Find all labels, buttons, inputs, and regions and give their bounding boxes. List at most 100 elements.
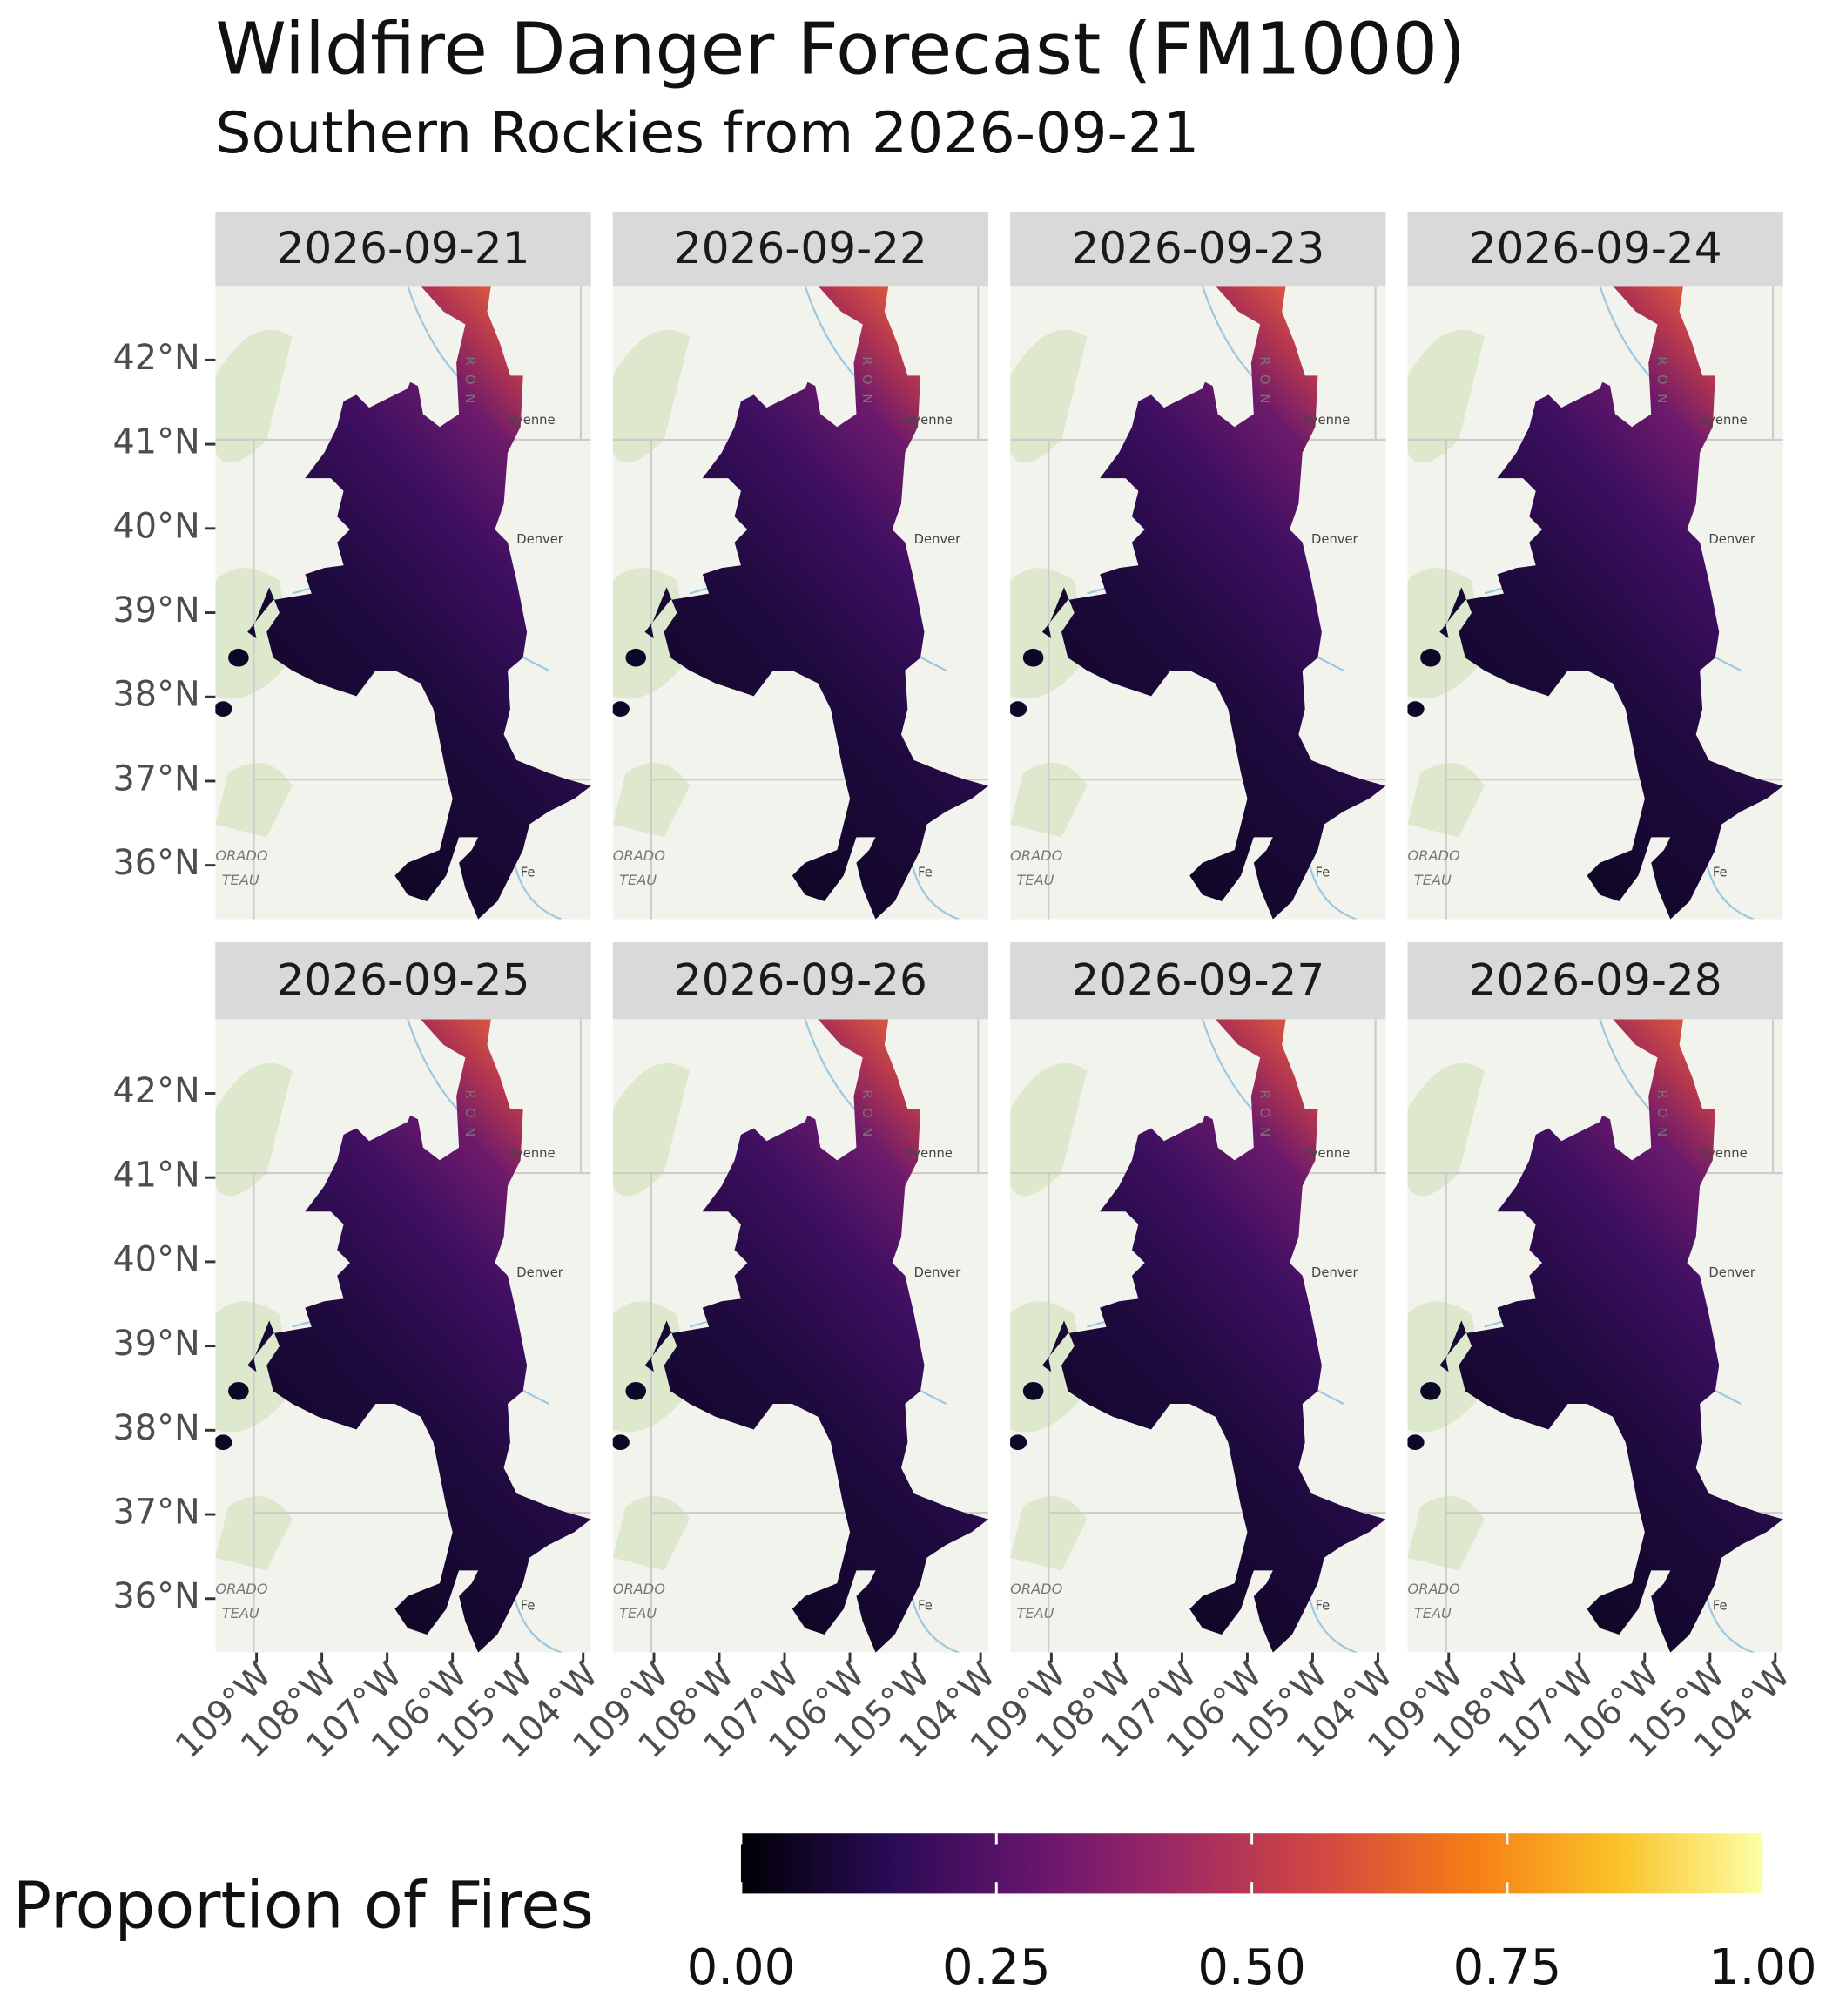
fire-region — [215, 1434, 232, 1451]
fire-region — [1439, 1019, 1783, 1653]
y-tick-label: 40°N — [113, 506, 200, 546]
strip-label: 2026-09-28 — [1469, 955, 1722, 1006]
map-label: ORADO — [613, 847, 666, 864]
fire-region — [1010, 701, 1027, 717]
map-label: Fe — [918, 1599, 933, 1614]
fire-region — [228, 648, 249, 667]
map: Denver eyenne Fe ORADO TEAU R O N — [1010, 1019, 1386, 1653]
map-label: eyenne — [508, 1146, 556, 1161]
map: Denver eyenne Fe ORADO TEAU R O N — [1407, 1019, 1783, 1653]
map-label: R O N — [1654, 356, 1669, 406]
map-label: R O N — [462, 356, 477, 406]
map: Denver eyenne Fe ORADO TEAU R O N — [612, 286, 989, 920]
y-tick-label: 39°N — [113, 1324, 200, 1364]
fire-region — [1407, 701, 1425, 717]
colorbar-label: 0.75 — [1453, 1939, 1562, 1996]
fire-region — [1041, 286, 1386, 920]
fire-region — [1407, 1434, 1425, 1451]
map-label: eyenne — [905, 1146, 953, 1161]
map-label: TEAU — [619, 872, 657, 888]
map-label: Denver — [1311, 1265, 1358, 1280]
fire-region — [612, 1434, 630, 1451]
map-label: Fe — [918, 866, 933, 880]
title: Wildfire Danger Forecast (FM1000) — [215, 7, 1465, 91]
strip — [1407, 942, 1783, 1020]
strip — [1010, 942, 1386, 1020]
map-label: ORADO — [215, 847, 268, 864]
strip — [612, 942, 989, 1020]
map-label: eyenne — [508, 413, 556, 428]
map-label: ORADO — [1407, 847, 1460, 864]
map: Denver eyenne Fe ORADO TEAU R O N — [215, 286, 591, 920]
map-label: R O N — [1257, 356, 1272, 406]
fire-region — [612, 701, 630, 717]
y-tick-label: 41°N — [113, 1156, 200, 1196]
map-label: TEAU — [1414, 1605, 1452, 1622]
y-tick-label: 37°N — [113, 759, 200, 799]
strip — [612, 211, 989, 287]
strip — [215, 211, 591, 287]
y-tick-label: 36°N — [113, 1576, 200, 1616]
map-label: Denver — [516, 1265, 563, 1280]
fire-region — [625, 648, 647, 667]
map-label: eyenne — [905, 413, 953, 428]
strip-label: 2026-09-21 — [277, 223, 530, 273]
subtitle: Southern Rockies from 2026-09-21 — [215, 101, 1199, 166]
fire-region — [625, 1382, 647, 1400]
map: Denver eyenne Fe ORADO TEAU R O N — [215, 1019, 591, 1653]
facet: 2026-09-28 Denver eyenne Fe ORADO TEAU R O N — [1407, 942, 1783, 1653]
map-label: Fe — [1315, 1599, 1330, 1614]
map-label: R O N — [859, 1089, 874, 1139]
map-label: R O N — [1257, 1089, 1272, 1139]
fire-region — [1420, 1382, 1441, 1400]
y-tick-label: 39°N — [113, 590, 200, 630]
map-label: Denver — [1311, 532, 1358, 547]
strip-label: 2026-09-23 — [1071, 223, 1324, 273]
y-tick-label: 42°N — [113, 1071, 200, 1111]
map-label: TEAU — [222, 1605, 259, 1622]
map-label: TEAU — [222, 872, 259, 888]
map-label: eyenne — [1700, 1146, 1748, 1161]
y-tick-label: 38°N — [113, 1408, 200, 1448]
fire-region — [644, 286, 989, 920]
strip — [215, 942, 591, 1020]
map-label: Fe — [521, 866, 536, 880]
map: Denver eyenne Fe ORADO TEAU R O N — [1407, 286, 1783, 920]
y-tick-label: 40°N — [113, 1239, 200, 1279]
strip — [1010, 211, 1386, 287]
map-label: Denver — [516, 532, 563, 547]
colorbar-label: 0.50 — [1197, 1939, 1306, 1996]
map-label: TEAU — [619, 1605, 657, 1622]
map-label: R O N — [462, 1089, 477, 1139]
map-label: ORADO — [215, 1581, 268, 1597]
fire-region — [247, 286, 591, 920]
strip — [1407, 211, 1783, 287]
map-label: eyenne — [1700, 413, 1748, 428]
facet: 2026-09-24 Denver eyenne Fe ORADO TEAU R O N — [1407, 211, 1783, 920]
colorbar-label: 0.00 — [687, 1939, 796, 1996]
map-label: ORADO — [1407, 1581, 1460, 1597]
legend-title: Proportion of Fires — [13, 1870, 594, 1944]
fire-region — [247, 1019, 591, 1653]
map-label: eyenne — [1303, 1146, 1351, 1161]
fire-region — [1010, 1434, 1027, 1451]
strip-label: 2026-09-25 — [277, 955, 530, 1006]
y-tick-label: 37°N — [113, 1493, 200, 1533]
strip-label: 2026-09-22 — [674, 223, 927, 273]
map-label: Fe — [1713, 1599, 1728, 1614]
map-label: TEAU — [1016, 1605, 1054, 1622]
map-label: Denver — [914, 1265, 961, 1280]
map-label: R O N — [1654, 1089, 1669, 1139]
map-label: ORADO — [613, 1581, 666, 1597]
map-label: R O N — [859, 356, 874, 406]
map-label: Fe — [1315, 866, 1330, 880]
fire-region — [1041, 1019, 1386, 1653]
map-label: ORADO — [1010, 847, 1063, 864]
map-label: Denver — [914, 532, 961, 547]
y-tick-label: 42°N — [113, 338, 200, 378]
facet: 2026-09-26 Denver eyenne Fe ORADO TEAU R O N — [612, 942, 989, 1653]
y-tick-label: 36°N — [113, 843, 200, 883]
fire-region — [644, 1019, 989, 1653]
map-label: Fe — [1713, 866, 1728, 880]
